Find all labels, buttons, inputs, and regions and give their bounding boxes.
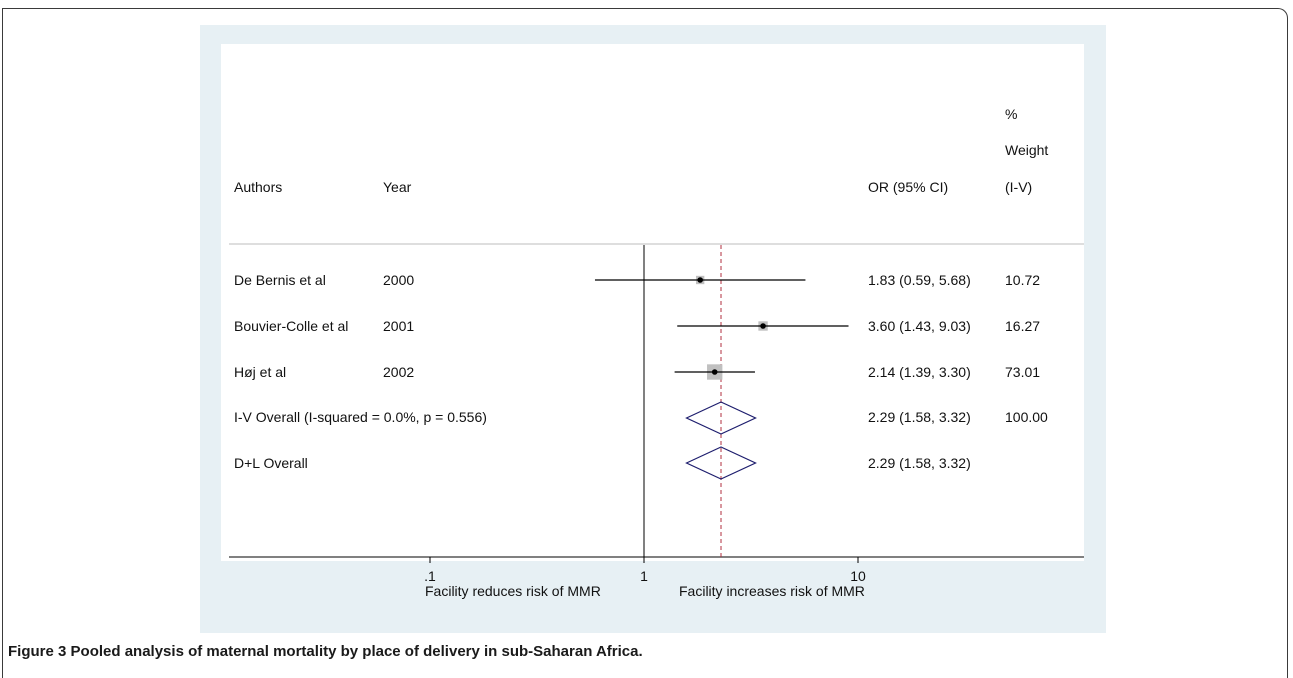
study-weight: 10.72: [1005, 272, 1041, 288]
pooled-label: I-V Overall (I-squared = 0.0%, p = 0.556…: [234, 409, 487, 425]
study-author: Høj et al: [234, 364, 287, 380]
pooled-diamond: [685, 401, 757, 435]
study-weight: 73.01: [1005, 364, 1041, 380]
study-point: [760, 323, 766, 329]
header-weight-line2: Weight: [1005, 142, 1049, 158]
x-left-label: Facility reduces risk of MMR: [425, 583, 601, 599]
figure-frame: [2, 8, 1288, 678]
caption-label: Figure 3: [8, 643, 67, 660]
header-or-ci: OR (95% CI): [868, 179, 949, 195]
pooled-weight: 100.00: [1005, 409, 1048, 425]
study-point: [697, 277, 703, 283]
study-author: Bouvier-Colle et al: [234, 318, 349, 334]
study-author: De Bernis et al: [234, 272, 326, 288]
caption-text: Pooled analysis of maternal mortality by…: [70, 643, 643, 660]
pooled-label: D+L Overall: [234, 455, 308, 471]
x-tick-label: 10: [850, 568, 866, 584]
plot-area: [221, 44, 1084, 561]
header-authors: Authors: [234, 179, 283, 195]
pooled-ci-text: 2.29 (1.58, 3.32): [868, 409, 971, 425]
header-weight-line1: %: [1005, 106, 1018, 122]
header-year: Year: [383, 179, 412, 195]
study-year: 2002: [383, 364, 415, 380]
header-weight-line3: (I-V): [1005, 179, 1033, 195]
figure-caption: Figure 3 Pooled analysis of maternal mor…: [8, 643, 643, 660]
x-tick-label: .1: [424, 568, 436, 584]
study-year: 2000: [383, 272, 415, 288]
pooled-ci-text: 2.29 (1.58, 3.32): [868, 455, 971, 471]
study-weight: 16.27: [1005, 318, 1041, 334]
x-tick-label: 1: [640, 568, 648, 584]
pooled-diamond: [685, 446, 757, 480]
study-point: [711, 369, 718, 375]
study-ci-text: 2.14 (1.39, 3.30): [868, 364, 971, 380]
study-ci-text: 1.83 (0.59, 5.68): [868, 272, 971, 288]
study-year: 2001: [383, 318, 415, 334]
x-right-label: Facility increases risk of MMR: [679, 583, 865, 599]
study-ci-text: 3.60 (1.43, 9.03): [868, 318, 971, 334]
